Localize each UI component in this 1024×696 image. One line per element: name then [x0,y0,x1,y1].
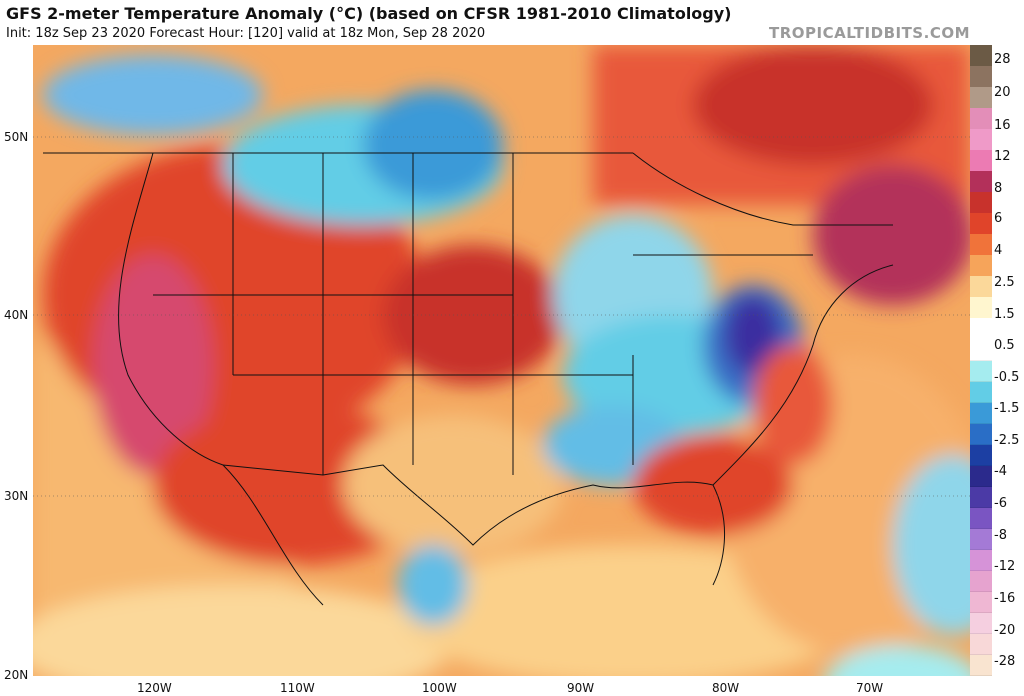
legend-label: 0.5 [994,338,1015,353]
legend-label: 12 [994,149,1011,164]
legend-swatch [970,213,992,235]
legend-swatch [970,297,992,319]
legend-swatch [970,633,992,656]
legend-swatch [970,360,992,383]
legend-swatch [970,591,992,614]
lon-label-120w: 120W [137,681,172,695]
legend-label: -4 [994,464,1007,479]
legend-label: -0.5 [994,370,1020,385]
lat-label-40n: 40N [4,308,29,322]
legend-swatch [970,87,992,109]
lat-label-20n: 20N [4,668,29,682]
lat-label-30n: 30N [4,489,29,503]
legend-label: -8 [994,528,1007,543]
lon-label-90w: 90W [567,681,595,695]
legend-label: 6 [994,211,1003,226]
legend-swatch [970,402,992,425]
color-legend: 28 20 16 12 8 6 4 2.5 1.5 0.5 -0.5 -1.5 … [970,45,1024,677]
legend-label: -2.5 [994,433,1020,448]
legend-swatch [970,129,992,151]
legend-swatch [970,150,992,172]
graticule [33,136,970,497]
legend-swatch [970,612,992,635]
legend-label: -12 [994,559,1016,574]
legend-swatch [970,486,992,509]
legend-label: -28 [994,654,1016,669]
legend-swatch [970,423,992,446]
legend-swatch [970,339,992,361]
legend-swatch [970,192,992,214]
lon-label-80w: 80W [712,681,740,695]
watermark: TROPICALTIDBITS.COM [769,24,970,42]
legend-label: -16 [994,591,1016,606]
map-title: GFS 2-meter Temperature Anomaly (°C) (ba… [6,4,732,23]
legend-swatch [970,45,992,67]
lat-label-50n: 50N [4,130,29,144]
legend-label: -20 [994,623,1016,638]
legend-swatch [970,171,992,193]
legend-label: 4 [994,243,1003,258]
legend-label: 2.5 [994,275,1015,290]
legend-swatch [970,528,992,551]
legend-swatch [970,381,992,404]
legend-swatch [970,255,992,277]
legend-swatch [970,108,992,130]
legend-swatch [970,234,992,256]
legend-label: -1.5 [994,401,1020,416]
legend-swatch [970,318,992,340]
legend-label: 8 [994,181,1003,196]
legend-swatch [970,465,992,488]
temperature-anomaly-map [33,45,970,676]
legend-swatch [970,654,992,677]
legend-label: 20 [994,85,1011,100]
legend-label: 16 [994,118,1011,133]
legend-swatch [970,549,992,572]
lon-label-110w: 110W [280,681,315,695]
lon-label-70w: 70W [856,681,884,695]
map-subtitle: Init: 18z Sep 23 2020 Forecast Hour: [12… [6,26,486,41]
anomaly-field [33,45,970,676]
boundary-lines [43,152,894,606]
legend-label: 28 [994,52,1011,67]
legend-swatch [970,276,992,298]
legend-swatch [970,66,992,88]
legend-color-bar [970,45,992,677]
legend-label: -6 [994,496,1007,511]
legend-swatch [970,507,992,530]
lon-label-100w: 100W [422,681,457,695]
legend-swatch [970,444,992,467]
legend-swatch [970,570,992,593]
legend-label: 1.5 [994,307,1015,322]
